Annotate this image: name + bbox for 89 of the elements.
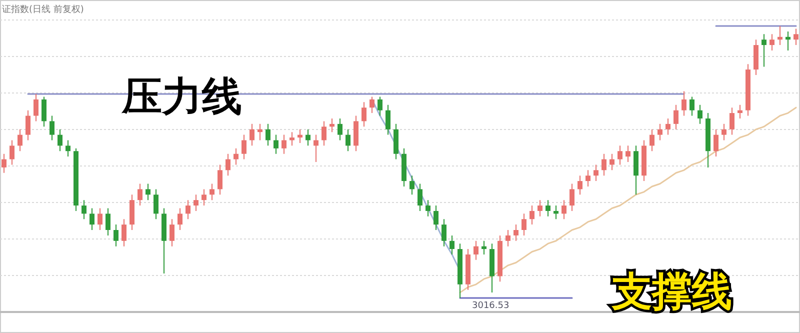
- text: 3016.53: [472, 301, 510, 311]
- candlestick: [122, 218, 126, 247]
- candlestick: [146, 183, 150, 201]
- candlestick: [562, 200, 566, 220]
- candlestick: [266, 123, 270, 146]
- candlestick: [538, 200, 542, 217]
- candlestick: [50, 115, 54, 141]
- candlestick: [298, 128, 302, 144]
- candlestick: [2, 153, 6, 174]
- candlestick: [482, 240, 486, 255]
- candlestick: [666, 118, 670, 136]
- candlestick: [714, 128, 718, 158]
- candlestick: [154, 188, 158, 220]
- candlestick: [698, 104, 702, 124]
- candlestick: [90, 208, 94, 230]
- candlestick: [730, 107, 734, 136]
- candlestick: [218, 164, 222, 196]
- candlestick: [378, 96, 382, 116]
- candlestick: [442, 218, 446, 247]
- candlestick: [26, 110, 30, 141]
- candlestick: [114, 224, 118, 247]
- candlestick: [242, 134, 246, 160]
- candlestick: [618, 145, 622, 166]
- candlestick: [58, 128, 62, 152]
- candlestick: [210, 183, 214, 201]
- candlestick: [522, 213, 526, 236]
- candlestick: [330, 118, 334, 133]
- candlestick: [546, 200, 550, 217]
- candlestick: [770, 34, 774, 51]
- candlestick: [98, 208, 102, 230]
- candlestick: [514, 224, 518, 242]
- candlestick: [410, 175, 414, 196]
- candlestick: [170, 218, 174, 247]
- annotation: 支撑线: [611, 269, 732, 315]
- candlestick: [650, 128, 654, 152]
- candlestick: [250, 123, 254, 146]
- candlestick: [778, 26, 782, 46]
- candlestick: [370, 96, 374, 114]
- candlestick: [346, 128, 350, 152]
- candlestick: [426, 200, 430, 217]
- candlestick: [594, 164, 598, 182]
- candlestick: [314, 134, 318, 162]
- candlestick: [234, 148, 238, 166]
- candlestick: [434, 205, 438, 230]
- candlestick: [194, 194, 198, 212]
- candlestick: [738, 104, 742, 119]
- candlestick: [506, 230, 510, 247]
- candlestick: [418, 183, 422, 212]
- candlestick: [586, 170, 590, 187]
- candlestick: [202, 188, 206, 206]
- candlestick: [690, 96, 694, 116]
- candlestick: [282, 134, 286, 154]
- candlestick: [362, 102, 366, 128]
- candlestick: [42, 96, 46, 128]
- candlestick: [258, 123, 262, 141]
- candlestick: [682, 90, 686, 116]
- candlestick: [138, 183, 142, 206]
- candlestick: [322, 120, 326, 146]
- annotation: 压力线: [121, 74, 242, 120]
- candlestick: [386, 104, 390, 136]
- candlestick: [570, 183, 574, 212]
- candlestick: [610, 153, 614, 171]
- candlestick: [34, 94, 38, 122]
- candlestick: [658, 123, 662, 141]
- candlestick: [178, 208, 182, 230]
- candlestick: [82, 200, 86, 220]
- candlestick: [338, 118, 342, 141]
- candlestick: [674, 104, 678, 130]
- candlestick: [186, 200, 190, 220]
- candlestick: [274, 134, 278, 154]
- candlestick: [306, 128, 310, 146]
- candlestick: [106, 208, 110, 236]
- candlestick: [554, 205, 558, 220]
- candlestick: [794, 28, 798, 46]
- candlestick: [786, 30, 790, 51]
- candlestick: [450, 234, 454, 255]
- candlestick: [578, 175, 582, 196]
- candlestick: [626, 145, 630, 162]
- candlestick: [66, 140, 70, 158]
- candlestick: [530, 205, 534, 226]
- candlestick: [10, 140, 14, 166]
- candlestick: [290, 132, 294, 146]
- chart-title: 证指数(日线 前复权): [2, 4, 84, 15]
- candlestick: [602, 153, 606, 176]
- candlestick: [226, 153, 230, 176]
- candlestick: [18, 128, 22, 152]
- candlestick: [722, 123, 726, 141]
- candlestick: [762, 34, 766, 68]
- candlestick: [474, 240, 478, 260]
